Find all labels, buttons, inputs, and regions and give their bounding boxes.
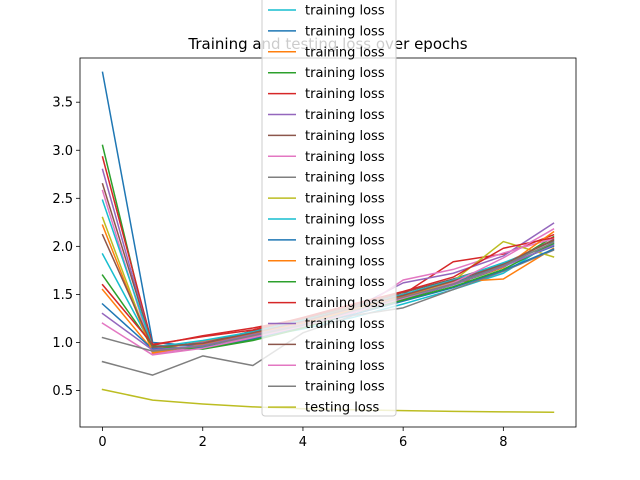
legend-label-10: training loss xyxy=(305,192,385,207)
y-tick-label-4: 2.5 xyxy=(52,192,73,207)
legend-label-7: training loss xyxy=(305,129,385,144)
x-tick-label-1: 2 xyxy=(199,435,207,450)
legend-label-15: training loss xyxy=(305,296,385,311)
legend-label-18: training loss xyxy=(305,359,385,374)
legend-label-17: training loss xyxy=(305,338,385,353)
legend-label-9: training loss xyxy=(305,171,385,186)
y-tick-label-2: 1.5 xyxy=(52,288,73,303)
y-tick-label-1: 1.0 xyxy=(52,336,73,351)
y-tick-label-3: 2.0 xyxy=(52,240,73,255)
legend-label-14: training loss xyxy=(305,275,385,290)
x-tick-label-0: 0 xyxy=(98,435,106,450)
legend-label-5: training loss xyxy=(305,87,385,102)
x-tick-label-4: 8 xyxy=(499,435,507,450)
y-tick-label-6: 3.5 xyxy=(52,96,73,111)
legend-label-1: training loss xyxy=(305,4,385,19)
x-tick-label-3: 6 xyxy=(399,435,407,450)
x-tick-label-2: 4 xyxy=(299,435,307,450)
legend-label-13: training loss xyxy=(305,254,385,269)
y-tick-label-0: 0.5 xyxy=(52,384,73,399)
legend-label-2: training loss xyxy=(305,24,385,39)
legend-label-19: training loss xyxy=(305,380,385,395)
legend-label-6: training loss xyxy=(305,108,385,123)
legend-label-8: training loss xyxy=(305,150,385,165)
legend-label-12: training loss xyxy=(305,233,385,248)
legend-label-11: training loss xyxy=(305,213,385,228)
legend-box xyxy=(261,0,397,417)
legend-label-16: training loss xyxy=(305,317,385,332)
legend-label-3: training loss xyxy=(305,45,385,60)
legend-label-20: testing loss xyxy=(305,401,380,416)
y-tick-label-5: 3.0 xyxy=(52,144,73,159)
axes-layer: 0 2 4 6 8 0.5 1.0 1.5 2.0 2.5 3.0 3.5 xyxy=(52,57,577,450)
legend-label-4: training loss xyxy=(305,66,385,81)
legend: training loss training loss training loss t… xyxy=(261,0,397,417)
